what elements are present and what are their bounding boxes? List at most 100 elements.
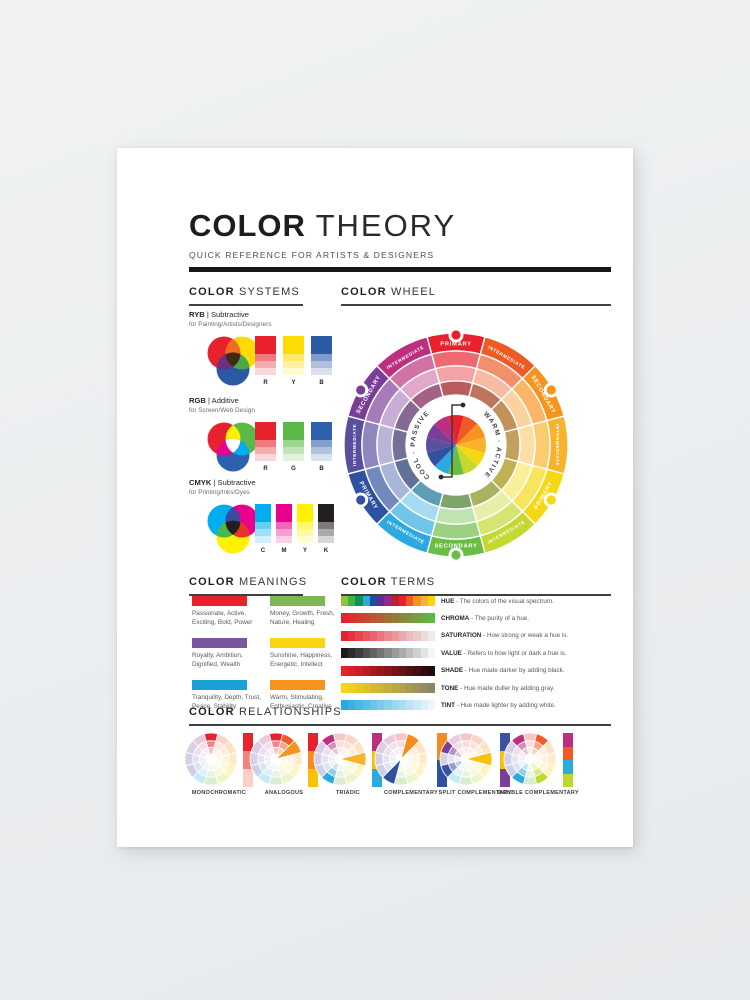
term-bar-step <box>355 630 363 641</box>
term-bar-step <box>427 700 436 711</box>
term-bar-step <box>355 700 363 711</box>
swatch-letter: R <box>263 380 268 386</box>
relationship-bar <box>308 733 318 787</box>
wheel-segment-label: INTERMEDIATE <box>555 424 560 467</box>
relationship-bar-segment <box>563 746 573 760</box>
swatch-tint <box>255 354 276 361</box>
mini-wheel-double-complementary <box>503 732 557 786</box>
swatch-tint <box>283 354 304 361</box>
term-bar-step <box>377 700 385 711</box>
term-bar-step <box>391 613 399 624</box>
swatch-column-G <box>283 422 304 461</box>
term-bar-step <box>355 613 363 624</box>
swatch-tint <box>283 368 304 375</box>
system-name-rgb: RGB | Additive <box>189 396 239 405</box>
section-header-color-systems: COLOR SYSTEMS <box>189 286 303 306</box>
term-definition: SHADE - Hue made darker by adding black. <box>441 667 565 675</box>
system-name-cmyk: CMYK | Subtractive <box>189 478 256 487</box>
swatch-column-B <box>311 422 332 461</box>
term-bar-step <box>398 596 407 606</box>
color-theory-poster[interactable]: COLOR THEORY QUICK REFERENCE FOR ARTISTS… <box>117 148 633 847</box>
swatch-tint <box>255 536 271 543</box>
swatch-letter: Y <box>302 548 307 554</box>
term-bar-step <box>384 665 392 676</box>
swatch-letter: B <box>319 380 324 386</box>
term-definition: CHROMA - The purity of a hue. <box>441 614 530 622</box>
system-abbrev: RGB <box>189 396 206 405</box>
swatch-solid <box>311 336 332 354</box>
term-definition: SATURATION - How strong or weak a hue is… <box>441 632 569 640</box>
term-bar-chroma <box>341 613 436 624</box>
swatch-solid <box>311 422 332 440</box>
swatch-tint <box>318 529 334 536</box>
term-bar-step <box>369 665 378 676</box>
hdr-wheel-light: WHEEL <box>391 286 437 298</box>
page-title: COLOR THEORY <box>189 210 456 241</box>
term-bar-step <box>420 648 428 659</box>
term-bar-step <box>362 630 370 641</box>
swatch-solid <box>283 422 304 440</box>
term-bar-step <box>348 613 356 624</box>
relationship-label: SPLIT COMPLEMENTARY <box>438 790 512 796</box>
swatch-tint <box>255 368 276 375</box>
swatch-tint <box>276 522 292 529</box>
term-bar-step <box>413 683 421 693</box>
term-bar-step <box>406 665 414 676</box>
swatch-solid <box>297 504 313 522</box>
term-bar-step <box>341 648 349 659</box>
relationship-bar-segment <box>437 733 447 760</box>
term-bar-step <box>413 665 421 676</box>
relationship-bar-segment <box>437 760 447 787</box>
section-header-color-meanings: COLOR MEANINGS <box>189 576 306 596</box>
meaning-color-bar <box>270 638 325 648</box>
swatch-tint <box>255 522 271 529</box>
term-bar-step <box>413 648 421 659</box>
swatch-tint <box>318 522 334 529</box>
term-bar-step <box>355 596 363 606</box>
term-name: TINT <box>441 701 455 709</box>
term-definition: TONE - Hue made duller by adding gray. <box>441 684 555 692</box>
term-bar-step <box>420 683 428 693</box>
term-bar-step <box>398 683 407 693</box>
term-name: TONE <box>441 684 459 692</box>
relationship-label: COMPLEMENTARY <box>383 790 438 796</box>
swatch-tint <box>255 454 276 461</box>
hdr-wheel-bold: COLOR <box>341 286 387 298</box>
term-bar-step <box>341 683 349 693</box>
swatch-solid <box>276 504 292 522</box>
term-bar-step <box>427 665 436 676</box>
term-bar-step <box>420 630 428 641</box>
relationship-bar-segment <box>563 760 573 774</box>
term-bar-step <box>369 648 378 659</box>
term-bar-step <box>341 665 349 676</box>
term-bar-step <box>369 683 378 693</box>
hdr-systems-bold: COLOR <box>189 286 235 298</box>
term-bar-step <box>420 596 428 606</box>
relationship-label: DOUBLE COMPLEMENTARY <box>498 790 579 796</box>
swatch-tint <box>255 440 276 447</box>
term-bar-step <box>427 683 436 693</box>
relationship-label: ANALOGOUS <box>264 790 304 796</box>
swatch-letter: Y <box>291 380 296 386</box>
relationship-bar <box>437 733 447 787</box>
relationship-bar-segment <box>243 733 253 751</box>
system-name-ryb: RYB | Subtractive <box>189 310 249 319</box>
meaning-color-bar <box>270 680 325 690</box>
relationship-bar <box>243 733 253 787</box>
swatch-column-Y <box>283 336 304 375</box>
system-abbrev: RYB <box>189 310 205 319</box>
hdr-terms-light: TERMS <box>390 576 436 588</box>
term-bar-step <box>391 648 399 659</box>
term-bar-step <box>413 613 421 624</box>
swatch-tint <box>318 536 334 543</box>
swatch-tint <box>283 447 304 454</box>
hdr-relationships-bold: COLOR <box>189 706 235 718</box>
swatch-solid <box>255 504 271 522</box>
meaning-color-bar <box>270 596 325 606</box>
term-bar-step <box>355 683 363 693</box>
swatch-column-B <box>311 336 332 375</box>
term-bar-step <box>398 665 407 676</box>
section-header-color-relationships: COLOR RELATIONSHIPS <box>189 706 611 726</box>
term-bar-step <box>377 613 385 624</box>
term-definition: VALUE - Refers to how light or dark a hu… <box>441 649 567 657</box>
